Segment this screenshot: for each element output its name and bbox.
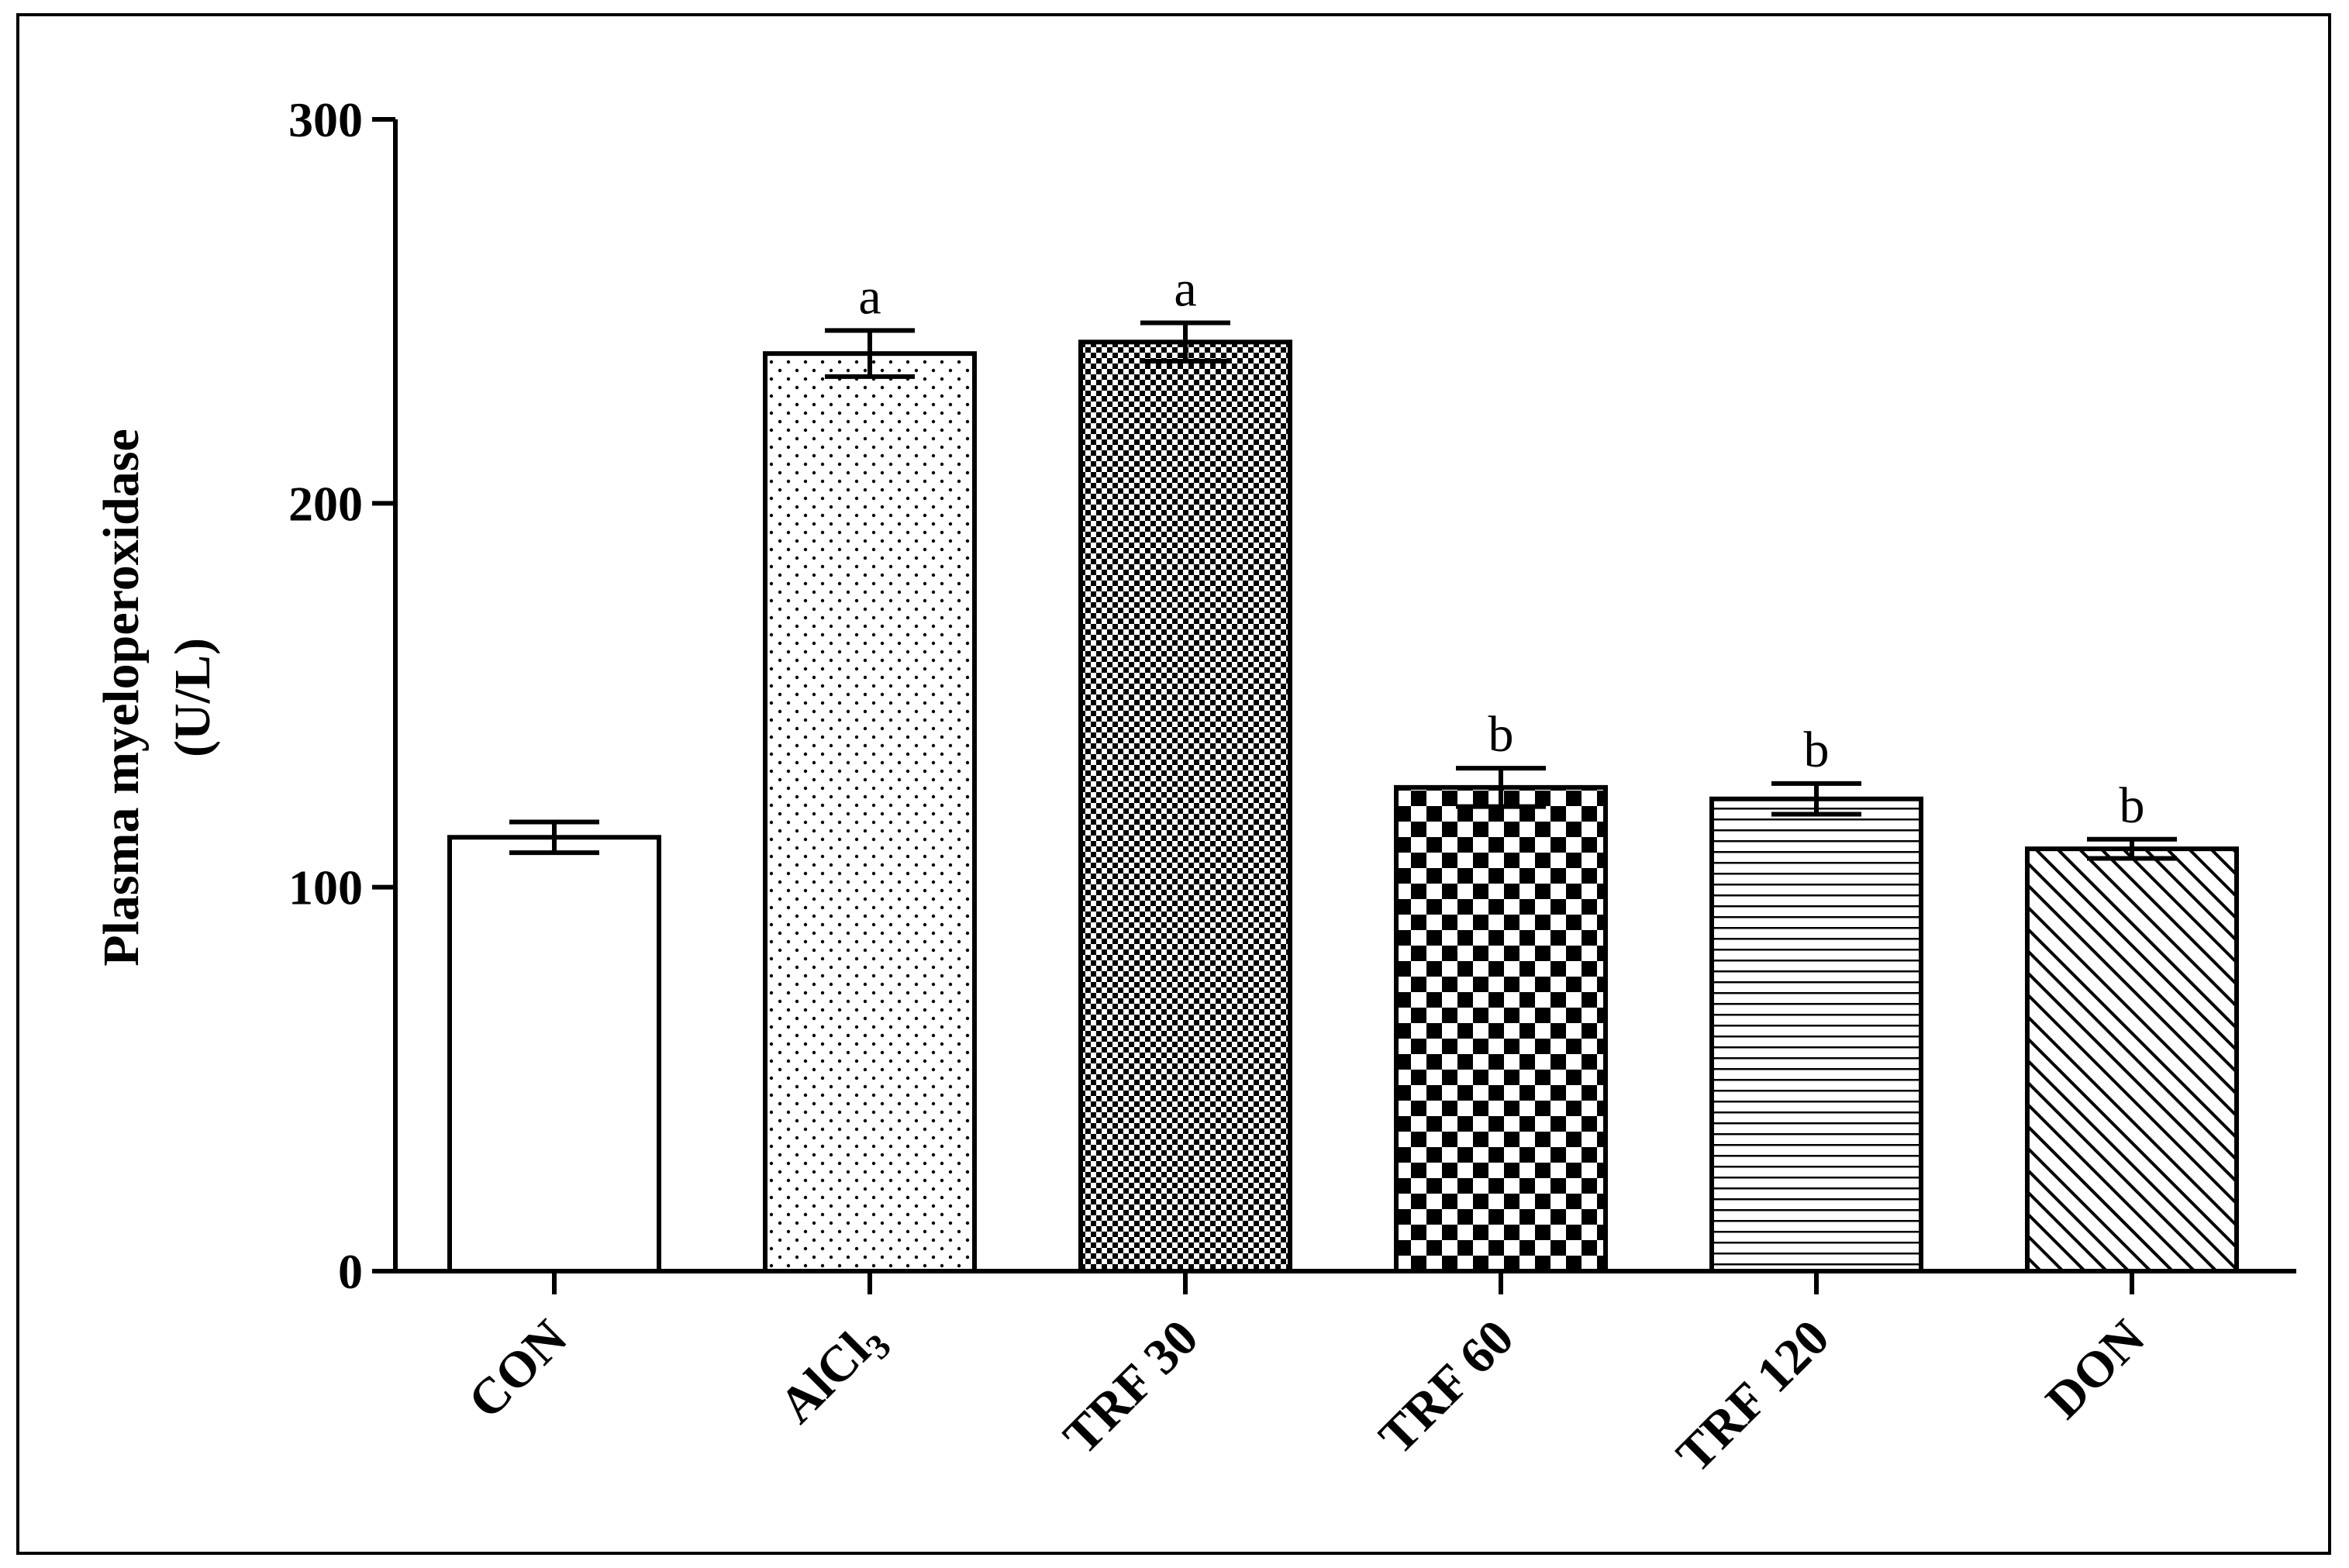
y-axis-label: Plasma myeloperoxidase (U/L) [93,429,221,967]
error-bar [825,328,915,379]
x-tick-label-text: TRF 30 [1053,1309,1209,1466]
significance-labels-group: a a b b b [858,261,2144,834]
x-tick-label-text: TRF 60 [1368,1309,1525,1466]
x-tick-label: CON [457,1309,578,1429]
figure-border [16,13,2331,1555]
bar-con [447,835,661,1273]
error-bars-group [509,320,2177,861]
y-tick-label: 300 [288,92,363,147]
error-bar [1140,320,1230,364]
significance-label: b [1488,706,1514,763]
bar-trf-60 [1394,784,1608,1273]
error-bar [509,819,599,856]
y-tick-label: 0 [338,1244,363,1299]
significance-label: a [858,268,881,325]
significance-label: b [1804,722,1830,778]
bar-don [2025,846,2239,1273]
x-tick-label: AlCl3 [768,1309,899,1439]
x-tick-label: TRF 30 [1053,1309,1209,1466]
error-bar [1456,766,1546,809]
y-ticks-group: 0 100 200 300 [288,92,395,1299]
y-axis-label-line1: Plasma myeloperoxidase [93,429,150,967]
x-ticks-group: CON AlCl3 TRF 30 TRF 60 TRF 120 DON [457,1271,2156,1484]
y-axis-label-line2: (U/L) [164,638,221,757]
bars-group [447,339,2239,1273]
significance-label: a [1174,261,1196,318]
x-tick-label-text: DON [2035,1309,2155,1429]
error-bar [2087,836,2177,861]
x-tick-label-text: TRF 120 [1666,1309,1840,1484]
y-tick-label: 200 [288,476,363,531]
bar-trf-30 [1078,339,1292,1273]
x-tick-label: DON [2035,1309,2155,1429]
error-bar [1771,781,1861,817]
y-tick-label: 100 [288,860,363,915]
x-tick-label: TRF 120 [1666,1309,1840,1484]
significance-label: b [2120,777,2145,834]
x-tick-label-text: CON [457,1309,578,1429]
bar-trf-120 [1709,796,1923,1273]
plot-area: a a b b b 0 100 200 300 CON AlCl3 TRF 30 TRF 60 TRF… [288,92,2296,1484]
bar-alcl [763,351,977,1273]
x-tick-label: TRF 60 [1368,1309,1525,1466]
